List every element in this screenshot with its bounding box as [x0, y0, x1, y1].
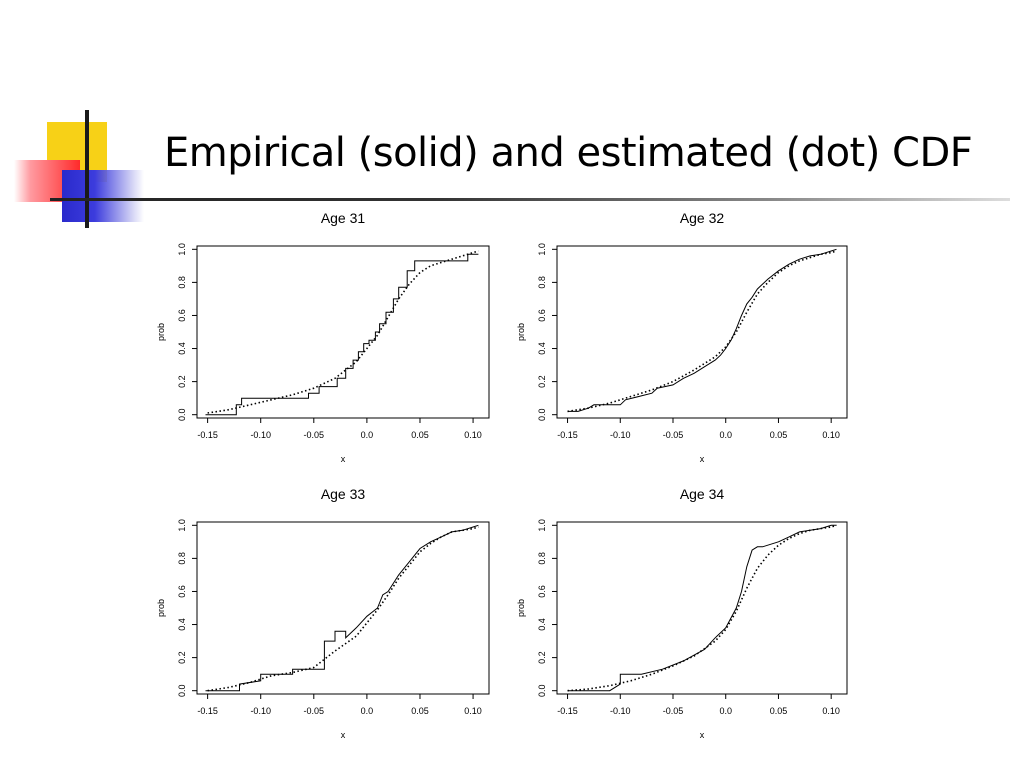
y-tick-label: 1.0 — [177, 243, 187, 256]
x-tick-label: -0.05 — [304, 430, 325, 440]
y-tick-label: 0.6 — [537, 585, 547, 598]
estimated-cdf-line — [207, 526, 479, 692]
y-axis-label: prob — [156, 599, 166, 617]
y-tick-label: 0.0 — [537, 408, 547, 421]
y-tick-label: 0.0 — [177, 408, 187, 421]
x-tick-label: -0.15 — [557, 430, 578, 440]
plot-frame — [196, 521, 490, 695]
x-tick-label: 0.0 — [361, 706, 374, 716]
y-tick-label: 0.8 — [177, 552, 187, 565]
empirical-cdf-line — [567, 524, 837, 692]
panel-title: Age 31 — [321, 210, 366, 226]
y-tick-label: 0.0 — [537, 684, 547, 697]
y-tick-label: 0.6 — [177, 309, 187, 322]
panel-title: Age 34 — [680, 486, 725, 502]
x-tick-label: -0.10 — [610, 706, 631, 716]
y-tick-label: 0.2 — [177, 375, 187, 388]
x-tick-label: -0.05 — [663, 706, 684, 716]
panel-title: Age 33 — [321, 486, 366, 502]
x-tick-label: 0.0 — [361, 430, 374, 440]
empirical-cdf-line — [567, 248, 837, 412]
cdf-panel-2: Age 32 -0.15 -0.10 -0.05 0.0 0.05 0.10 0.0 0.2 0.… — [516, 210, 848, 464]
y-tick-label: 0.8 — [537, 552, 547, 565]
x-tick-label: -0.15 — [197, 706, 218, 716]
x-tick-label: 0.10 — [464, 430, 482, 440]
x-tick-label: 0.10 — [822, 430, 840, 440]
x-axis-label: x — [700, 730, 705, 740]
estimated-cdf-line — [207, 250, 479, 414]
cdf-panel-3: Age 33 -0.15 -0.10 -0.05 0.0 0.05 0.10 0.0 0.2 0.… — [156, 486, 490, 740]
y-axis-label: prob — [156, 323, 166, 341]
y-tick-label: 1.0 — [537, 519, 547, 532]
title-underline — [50, 198, 1010, 201]
estimated-cdf-line — [567, 250, 837, 413]
x-tick-label: 0.10 — [464, 706, 482, 716]
y-tick-label: 0.4 — [537, 342, 547, 355]
y-tick-label: 0.2 — [537, 651, 547, 664]
x-tick-label: 0.10 — [822, 706, 840, 716]
slide-title: Empirical (solid) and estimated (dot) CD… — [164, 130, 973, 176]
x-tick-label: -0.10 — [610, 430, 631, 440]
empirical-cdf-line — [205, 253, 479, 416]
y-tick-label: 0.6 — [537, 309, 547, 322]
x-tick-label: -0.05 — [304, 706, 325, 716]
y-tick-label: 0.0 — [177, 684, 187, 697]
x-tick-label: -0.10 — [250, 706, 271, 716]
x-tick-label: -0.15 — [197, 430, 218, 440]
x-tick-label: -0.15 — [557, 706, 578, 716]
decor-blue-square — [62, 170, 144, 222]
plot-frame — [196, 245, 490, 419]
empirical-cdf-line — [205, 524, 479, 692]
estimated-cdf-line — [567, 524, 837, 692]
x-tick-label: 0.05 — [770, 706, 788, 716]
decor-vertical-line — [85, 110, 89, 228]
x-axis-label: x — [341, 454, 346, 464]
x-axis-label: x — [341, 730, 346, 740]
cdf-panel-1: Age 31 -0.15 -0.10 -0.05 0.0 0.05 0.10 0.0 0.2 0.… — [156, 210, 490, 464]
x-tick-label: 0.05 — [770, 430, 788, 440]
x-tick-label: 0.0 — [719, 706, 732, 716]
x-tick-label: -0.05 — [663, 430, 684, 440]
plot-frame — [556, 245, 848, 419]
y-axis-label: prob — [516, 323, 526, 341]
x-tick-label: 0.05 — [411, 706, 429, 716]
x-tick-label: -0.10 — [250, 430, 271, 440]
y-tick-label: 1.0 — [537, 243, 547, 256]
x-tick-label: 0.0 — [719, 430, 732, 440]
y-tick-label: 0.2 — [177, 651, 187, 664]
y-tick-label: 1.0 — [177, 519, 187, 532]
y-axis-label: prob — [516, 599, 526, 617]
y-tick-label: 0.8 — [537, 276, 547, 289]
y-tick-label: 0.4 — [177, 618, 187, 631]
y-tick-label: 0.6 — [177, 585, 187, 598]
plot-frame — [556, 521, 848, 695]
panel-title: Age 32 — [680, 210, 725, 226]
y-tick-label: 0.4 — [177, 342, 187, 355]
x-tick-label: 0.05 — [411, 430, 429, 440]
x-axis-label: x — [700, 454, 705, 464]
cdf-panel-4: Age 34 -0.15 -0.10 -0.05 0.0 0.05 0.10 0.0 0.2 0.… — [516, 486, 848, 740]
y-tick-label: 0.8 — [177, 276, 187, 289]
y-tick-label: 0.4 — [537, 618, 547, 631]
y-tick-label: 0.2 — [537, 375, 547, 388]
